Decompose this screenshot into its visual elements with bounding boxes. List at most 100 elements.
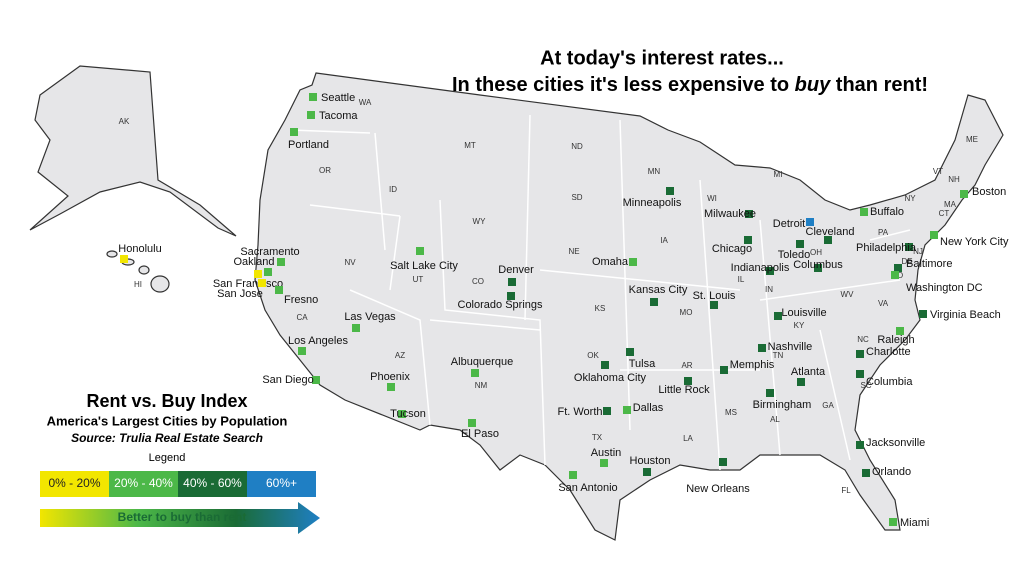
legend-title: Rent vs. Buy Index bbox=[86, 391, 247, 411]
city-marker bbox=[891, 271, 899, 279]
state-label: MT bbox=[464, 141, 476, 150]
city-marker bbox=[862, 469, 870, 477]
state-label: WV bbox=[841, 290, 855, 299]
legend-arrow bbox=[40, 502, 320, 534]
legend-arrow-text: Better to buy than rent bbox=[118, 510, 247, 524]
city-marker bbox=[600, 459, 608, 467]
city-marker bbox=[719, 458, 727, 466]
city-label: Columbus bbox=[793, 259, 843, 271]
state-label: NY bbox=[904, 194, 916, 203]
city-label: Oakland bbox=[234, 256, 275, 268]
city-label: San Diego bbox=[262, 374, 313, 386]
state-label: AZ bbox=[395, 351, 405, 360]
state-label: AL bbox=[770, 415, 780, 424]
state-label: NE bbox=[568, 247, 579, 256]
city-label: Denver bbox=[498, 264, 534, 276]
city-label: Little Rock bbox=[658, 384, 710, 396]
state-label: OK bbox=[587, 351, 599, 360]
city-label: San Jose bbox=[217, 288, 263, 300]
city-label: Virginia Beach bbox=[930, 309, 1001, 321]
city-marker bbox=[643, 468, 651, 476]
state-label: ME bbox=[966, 135, 978, 144]
city-marker bbox=[387, 383, 395, 391]
city-label: Cleveland bbox=[806, 226, 855, 238]
state-label: WI bbox=[707, 194, 717, 203]
city-marker bbox=[824, 236, 832, 244]
city-marker bbox=[797, 378, 805, 386]
legend-bin-label: 0% - 20% bbox=[48, 476, 100, 490]
state-labels: AK HI WA OR CA NV ID MT WY UT CO AZ NM ND SD NE KS OK TX MN… bbox=[119, 98, 978, 495]
city-label: Phoenix bbox=[370, 371, 410, 383]
city-label: Milwaukee bbox=[704, 208, 756, 220]
legend-swatch bbox=[247, 471, 316, 497]
state-label: HI bbox=[134, 280, 142, 289]
state-label: MA bbox=[944, 200, 957, 209]
city-marker bbox=[508, 278, 516, 286]
legend-swatch bbox=[178, 471, 247, 497]
legend-bin-label: 20% - 40% bbox=[114, 476, 173, 490]
city-label: Kansas City bbox=[629, 284, 688, 296]
city-marker bbox=[623, 406, 631, 414]
city-marker bbox=[856, 350, 864, 358]
city-label: Tulsa bbox=[629, 358, 656, 370]
city-marker bbox=[290, 128, 298, 136]
state-label: AR bbox=[681, 361, 692, 370]
city-marker bbox=[744, 236, 752, 244]
legend-bin-label: 40% - 60% bbox=[183, 476, 242, 490]
state-label: CO bbox=[472, 277, 484, 286]
city-label: Oklahoma City bbox=[574, 372, 647, 384]
city-label: Houston bbox=[630, 455, 671, 467]
city-label: Birmingham bbox=[753, 399, 812, 411]
city-marker bbox=[603, 407, 611, 415]
state-label: NJ bbox=[913, 247, 923, 256]
city-marker bbox=[860, 208, 868, 216]
city-label: Boston bbox=[972, 186, 1006, 198]
city-label: Las Vegas bbox=[344, 311, 396, 323]
city-label: Nashville bbox=[768, 341, 813, 353]
city-label: Atlanta bbox=[791, 366, 826, 378]
city-label: Sacramento bbox=[240, 246, 299, 258]
legend-subtitle: America's Largest Cities by Population bbox=[47, 413, 288, 428]
state-label: CA bbox=[296, 313, 308, 322]
city-marker bbox=[650, 298, 658, 306]
state-label: VT bbox=[933, 167, 943, 176]
city-marker bbox=[666, 187, 674, 195]
city-marker bbox=[905, 243, 913, 251]
city-label: Buffalo bbox=[870, 206, 904, 218]
city-marker bbox=[758, 344, 766, 352]
legend-swatch bbox=[109, 471, 178, 497]
city-label: Charlotte bbox=[866, 346, 911, 358]
city-label: Memphis bbox=[730, 359, 775, 371]
city-label: Ft. Worth bbox=[557, 406, 602, 418]
state-label: UT bbox=[413, 275, 424, 284]
city-label: Austin bbox=[591, 447, 622, 459]
city-marker bbox=[258, 279, 266, 287]
city-marker bbox=[856, 370, 864, 378]
title-line-2: In these cities it's less expensive to b… bbox=[452, 74, 928, 96]
state-label: OH bbox=[810, 248, 822, 257]
city-label: Jacksonville bbox=[866, 437, 925, 449]
city-marker bbox=[277, 258, 285, 266]
city-marker bbox=[896, 327, 904, 335]
state-label: DE bbox=[901, 257, 912, 266]
city-label: Chicago bbox=[712, 243, 752, 255]
city-label: Fresno bbox=[284, 294, 318, 306]
city-label: Salt Lake City bbox=[390, 260, 458, 272]
city-marker bbox=[626, 348, 634, 356]
city-marker bbox=[745, 210, 753, 218]
city-marker bbox=[275, 286, 283, 294]
city-marker bbox=[307, 111, 315, 119]
city-label: St. Louis bbox=[693, 290, 736, 302]
city-marker bbox=[720, 366, 728, 374]
state-label: MO bbox=[680, 308, 693, 317]
hawaii-island bbox=[106, 250, 118, 258]
state-label: SD bbox=[571, 193, 582, 202]
alaska bbox=[29, 65, 237, 237]
state-label: MN bbox=[648, 167, 661, 176]
state-label: IL bbox=[738, 275, 745, 284]
state-label: TN bbox=[773, 351, 784, 360]
state-label: FL bbox=[841, 486, 851, 495]
city-marker bbox=[629, 258, 637, 266]
